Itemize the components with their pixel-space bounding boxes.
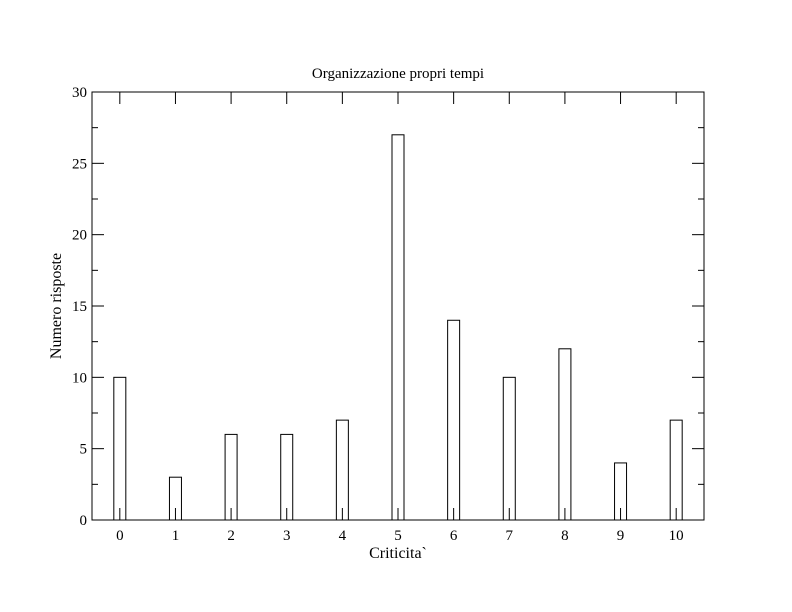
- bar-2: [224, 433, 238, 521]
- x-tick-label-2: 2: [227, 528, 235, 544]
- y-tick-label-30: 30: [72, 85, 87, 101]
- bar-0: [113, 376, 127, 521]
- bar-7: [502, 376, 516, 521]
- y-tick-label-0: 0: [80, 513, 88, 529]
- bar-10: [669, 419, 683, 521]
- x-tick-label-5: 5: [394, 528, 402, 544]
- x-tick-label-6: 6: [450, 528, 458, 544]
- x-tick-label-9: 9: [617, 528, 625, 544]
- x-tick-label-4: 4: [339, 528, 347, 544]
- y-axis-label: Numero risposte: [48, 253, 65, 359]
- chart-title: Organizzazione propri tempi: [312, 66, 484, 82]
- y-tick-label-5: 5: [80, 442, 88, 458]
- x-axis-label: Criticita`: [369, 545, 427, 562]
- bar-5: [391, 134, 405, 521]
- x-tick-label-7: 7: [506, 528, 514, 544]
- bar-4: [335, 419, 349, 521]
- y-tick-label-15: 15: [72, 299, 87, 315]
- y-tick-label-10: 10: [72, 370, 87, 386]
- x-tick-label-8: 8: [561, 528, 569, 544]
- x-tick-label-10: 10: [669, 528, 684, 544]
- bar-6: [447, 319, 461, 521]
- ticks-group: 0 1 2 3 4 5 6 7 8 9 10 0 5 10 15 20 25 30: [72, 85, 704, 544]
- plot-area-frame: [91, 91, 705, 521]
- x-tick-label-3: 3: [283, 528, 291, 544]
- y-tick-label-20: 20: [72, 228, 87, 244]
- x-tick-label-0: 0: [116, 528, 124, 544]
- x-tick-label-1: 1: [172, 528, 180, 544]
- bars-group: [113, 134, 683, 521]
- bar-8: [558, 348, 572, 521]
- y-tick-label-25: 25: [72, 156, 87, 172]
- bar-3: [280, 433, 294, 521]
